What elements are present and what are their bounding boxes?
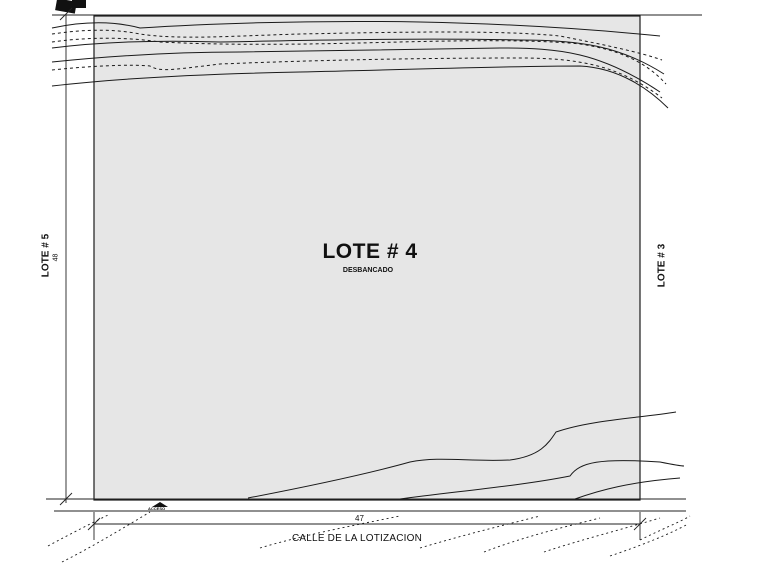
top-contour-lines [51, 20, 669, 109]
street-edge-lines [46, 498, 686, 512]
bottom-contour-lines [247, 411, 685, 500]
street-contour-lines [47, 511, 691, 563]
width-dimension-label: 47 [355, 514, 364, 523]
depth-dimension-label: 48 [52, 253, 60, 262]
access-label: ACCESO [148, 506, 166, 511]
lot-title: LOTE # 4 [322, 240, 418, 263]
north-marker-icon [55, 0, 86, 14]
access-marker-icon [152, 502, 168, 507]
lot-area [93, 15, 641, 501]
lot-subtitle: DESBANCADO [342, 267, 394, 274]
street-name-label: CALLE DE LA LOTIZACION [292, 533, 422, 544]
neighbor-right-label: LOTE # 3 [656, 243, 668, 288]
neighbor-left-label: LOTE # 5 [40, 233, 52, 278]
